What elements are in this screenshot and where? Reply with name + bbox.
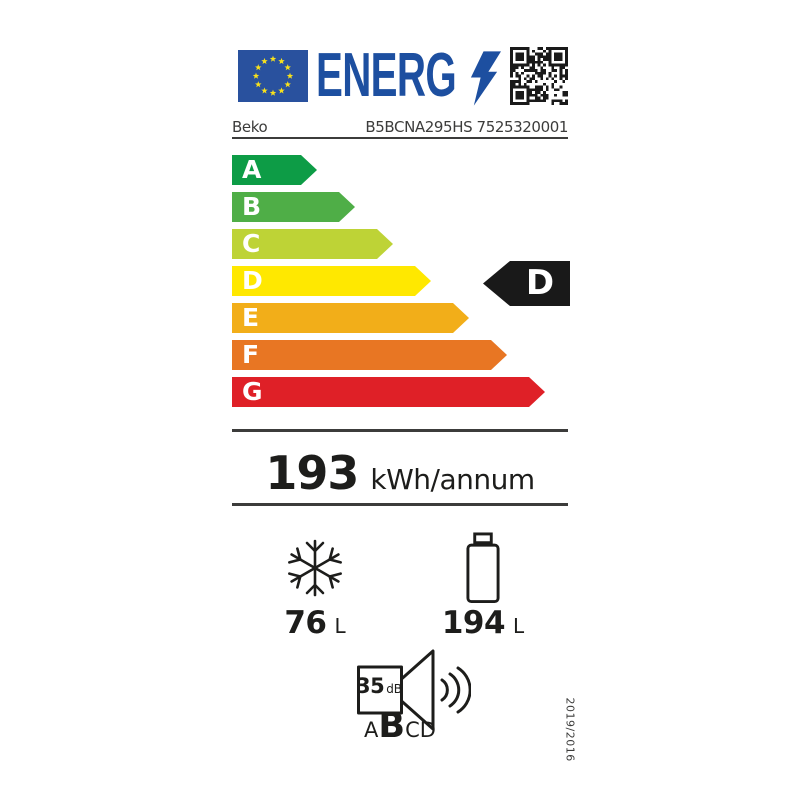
qr-code [510, 47, 568, 105]
energ-logo-text: ENERG [316, 41, 457, 110]
energ-logo: ENERG [316, 44, 531, 108]
grade-arrow: D [232, 266, 431, 296]
grade-letter: G [242, 377, 263, 406]
snowflake-icon [250, 533, 380, 603]
eu-flag-icon [238, 50, 308, 102]
grade-letter: C [242, 229, 261, 258]
noise-class-d: D [419, 718, 436, 742]
noise-value: 35 [355, 674, 385, 698]
rating-letter: D [525, 263, 555, 303]
fridge-volume-unit: L [513, 614, 525, 638]
bottle-icon [418, 532, 548, 604]
energy-consumption: 193 kWh/annum [230, 446, 570, 500]
separator-line [232, 503, 568, 506]
freezer-volume: 76 [284, 605, 327, 641]
grade-arrow: G [232, 377, 545, 407]
grade-letter: B [242, 192, 262, 221]
grade-arrow: C [232, 229, 393, 259]
grade-arrow: F [232, 340, 507, 370]
separator-line [232, 429, 568, 432]
grade-letter: F [242, 340, 260, 369]
lightning-bolt-icon [470, 51, 501, 106]
noise-class-c: C [405, 718, 420, 742]
grade-arrow: E [232, 303, 469, 333]
energy-label: ENERG Beko B5BCNA295HS 7525320001 A B C … [230, 44, 577, 763]
regulation-reference: 2019/2016 [563, 697, 577, 762]
grade-letter: D [242, 266, 263, 295]
brand-model-row: Beko B5BCNA295HS 7525320001 [232, 118, 568, 139]
model-number: B5BCNA295HS 7525320001 [365, 118, 568, 136]
brand-name: Beko [232, 118, 268, 136]
freezer-volume-unit: L [334, 614, 346, 638]
energy-value: 193 [265, 446, 359, 500]
speaker-icon: 35 dB [356, 648, 471, 733]
grade-letter: A [242, 155, 262, 184]
noise-class-b: B [378, 706, 406, 746]
grade-letter: E [242, 303, 260, 332]
noise-class-a: A [364, 718, 379, 742]
grade-arrow: B [232, 192, 355, 222]
fridge-compartment: 194 L [418, 532, 548, 641]
freezer-compartment: 76 L [250, 533, 380, 641]
fridge-volume: 194 [441, 605, 506, 641]
noise-unit: dB [386, 682, 403, 696]
grade-arrow: A [232, 155, 317, 185]
energy-unit: kWh/annum [370, 463, 535, 496]
noise-level: 35 dB [356, 674, 402, 698]
efficiency-scale: A B C D E F G [232, 155, 545, 414]
